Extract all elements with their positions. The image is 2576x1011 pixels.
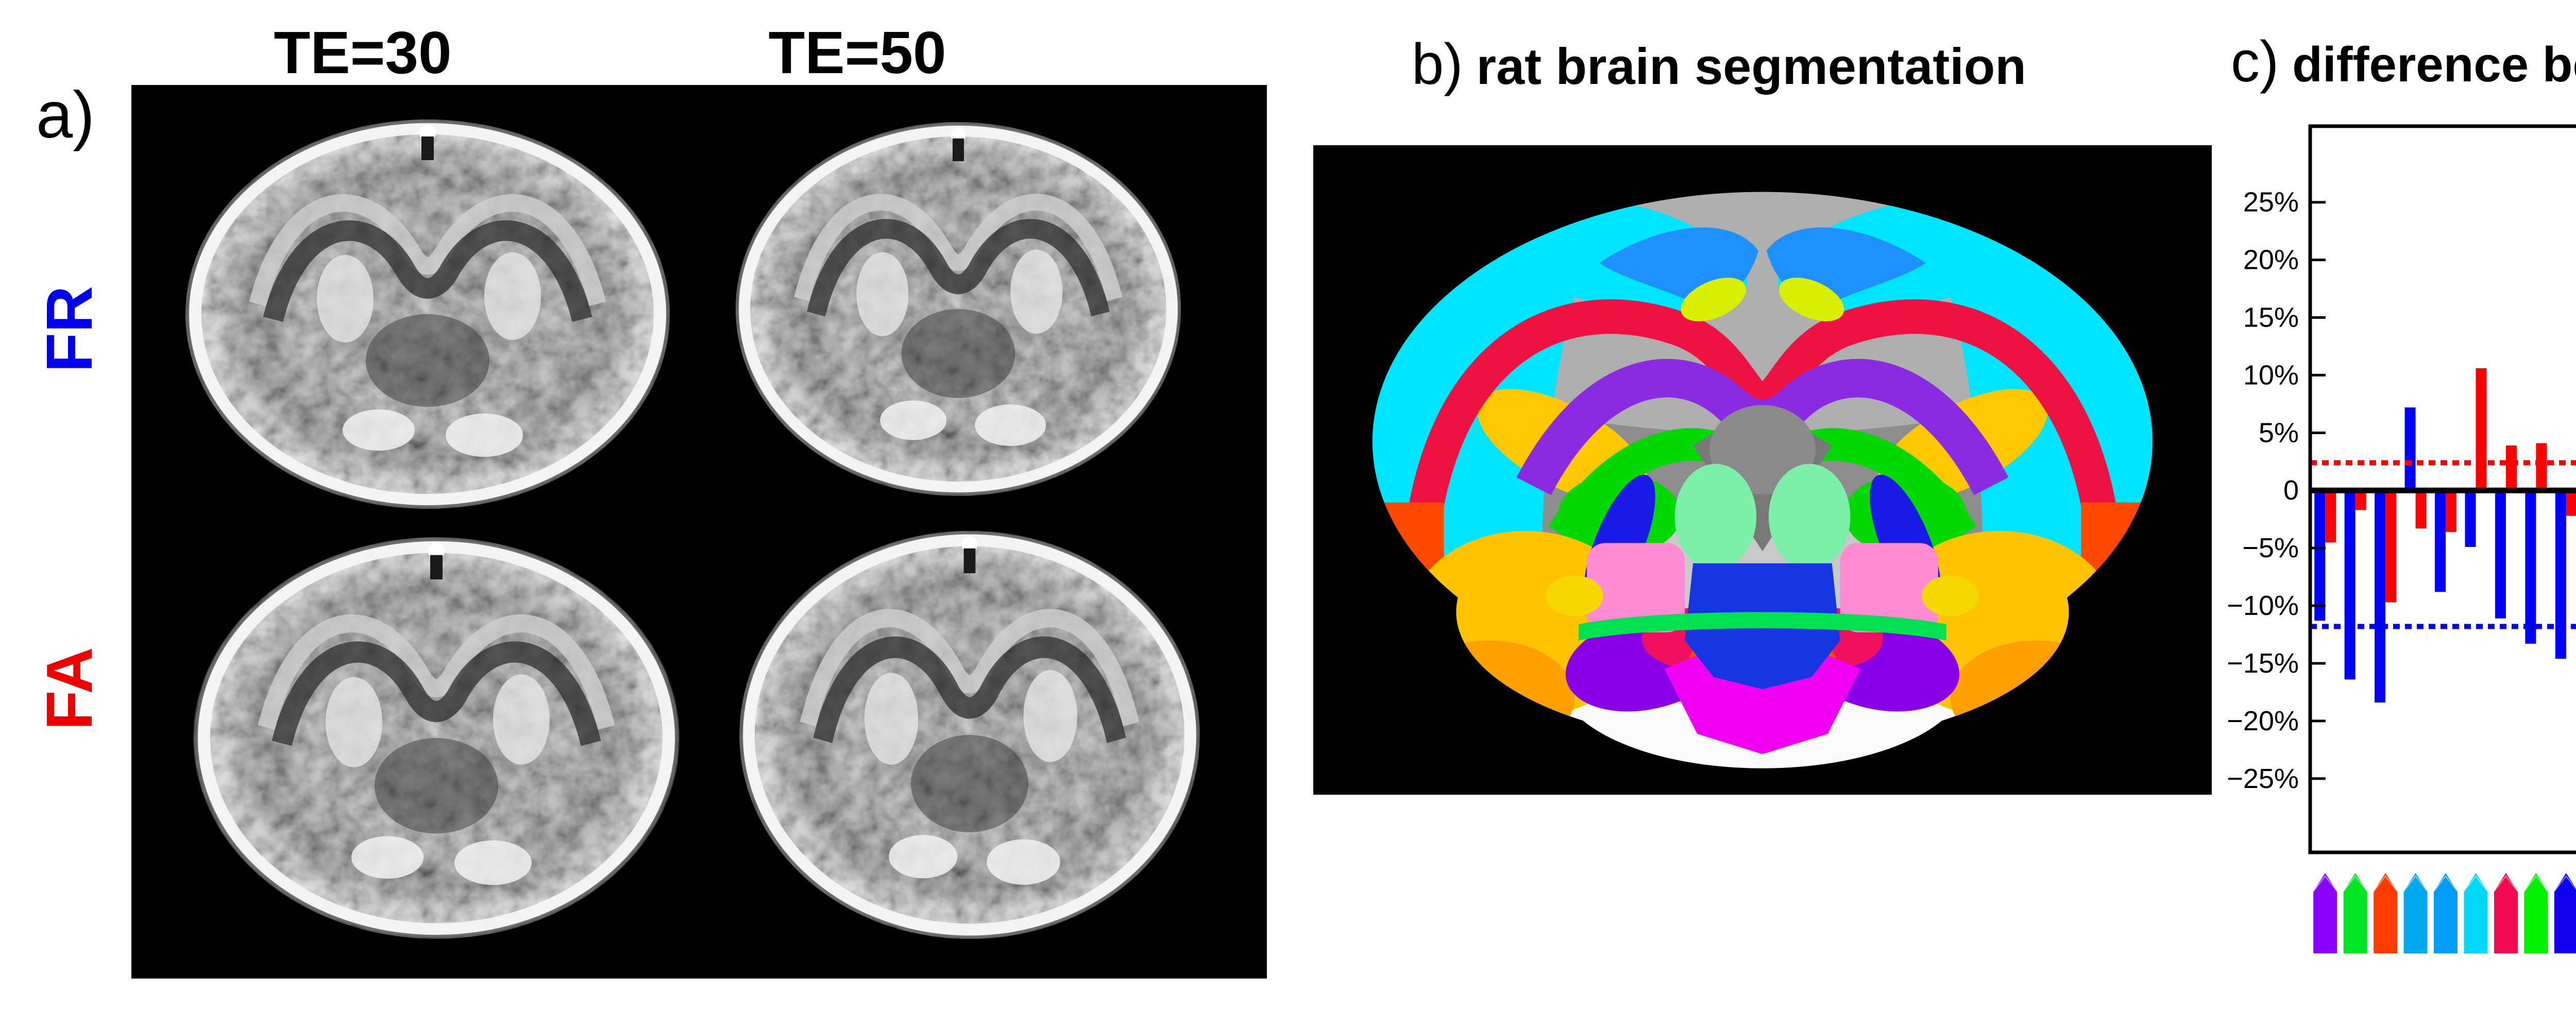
bar-fa-8 bbox=[2536, 443, 2547, 491]
region-marker-7 bbox=[2494, 873, 2518, 953]
bar-fa-4 bbox=[2415, 490, 2427, 529]
bar-fr-5 bbox=[2435, 490, 2446, 592]
panel-b-segmentation-box bbox=[1313, 145, 2212, 795]
bar-fa-3 bbox=[2385, 490, 2397, 603]
y-tick-label: 20% bbox=[2243, 245, 2299, 276]
mri-images bbox=[131, 85, 1267, 979]
region-marker-8 bbox=[2524, 873, 2548, 953]
bar-fr-8 bbox=[2525, 490, 2536, 644]
region-marker-facet bbox=[2433, 875, 2458, 892]
region-marker-5 bbox=[2434, 873, 2458, 953]
region-marker-facet bbox=[2373, 875, 2398, 892]
panel-a-mri-grid bbox=[131, 85, 1267, 979]
bar-fa-1 bbox=[2325, 490, 2336, 542]
bar-fr-9 bbox=[2555, 490, 2566, 659]
y-tick-label: 10% bbox=[2243, 359, 2299, 390]
panel-c-title-text: difference between TE=30 and TE=50 bbox=[2292, 37, 2576, 92]
y-tick-label: −20% bbox=[2227, 706, 2299, 736]
bar-fr-4 bbox=[2404, 407, 2416, 491]
region-marker-4 bbox=[2403, 873, 2428, 953]
region-marker-1 bbox=[2313, 873, 2337, 953]
region-marker-3 bbox=[2374, 873, 2398, 953]
y-tick-label: −15% bbox=[2227, 648, 2299, 679]
region-marker-facet bbox=[2554, 875, 2576, 892]
region-marker-facet bbox=[2343, 875, 2368, 892]
panel-a-col-title-te50: TE=50 bbox=[768, 19, 946, 86]
panel-c-title: c) difference between TE=30 and TE=50 bbox=[2231, 28, 2576, 95]
panel-b-label: b) bbox=[1412, 32, 1463, 96]
bar-fa-5 bbox=[2446, 490, 2457, 532]
y-tick-label: 25% bbox=[2243, 187, 2299, 218]
region-marker-facet bbox=[2403, 875, 2428, 892]
y-tick-label: 0 bbox=[2283, 475, 2299, 506]
panel-c-label: c) bbox=[2231, 29, 2279, 94]
bar-fr-7 bbox=[2495, 490, 2506, 619]
y-tick-label: −25% bbox=[2227, 763, 2299, 794]
bar-fa-9 bbox=[2566, 490, 2576, 516]
bar-fa-6 bbox=[2476, 368, 2487, 491]
bar-fa-2 bbox=[2355, 490, 2366, 510]
panel-a-row-label-fa: FA bbox=[33, 647, 106, 730]
region-marker-facet bbox=[2523, 875, 2549, 892]
panel-b-title-text: rat brain segmentation bbox=[1476, 38, 2026, 95]
difference-bar-chart: 25%20%15%10%5%0−5%−10%−15%−20%−25%FRFAme… bbox=[2227, 124, 2576, 953]
bar-fa-7 bbox=[2505, 445, 2517, 491]
region-marker-facet bbox=[2313, 875, 2338, 892]
region-marker-2 bbox=[2343, 873, 2367, 953]
y-tick-label: −5% bbox=[2242, 533, 2299, 563]
bar-fr-1 bbox=[2314, 490, 2326, 621]
region-marker-facet bbox=[2494, 875, 2518, 892]
y-tick-label: 15% bbox=[2243, 302, 2299, 333]
panel-a-label: a) bbox=[36, 78, 95, 152]
panel-c-chart: 25%20%15%10%5%0−5%−10%−15%−20%−25%FRFAme… bbox=[2215, 103, 2576, 979]
segmentation-image bbox=[1313, 145, 2212, 795]
bar-fr-3 bbox=[2375, 490, 2386, 703]
region-marker-6 bbox=[2464, 873, 2488, 953]
y-tick-label: 5% bbox=[2259, 417, 2299, 448]
region-marker-9 bbox=[2554, 873, 2576, 953]
region-marker-facet bbox=[2463, 875, 2488, 892]
panel-a-col-title-te30: TE=30 bbox=[274, 19, 452, 86]
y-tick-label: −10% bbox=[2227, 590, 2299, 621]
bar-fr-6 bbox=[2465, 490, 2476, 547]
bar-fr-2 bbox=[2344, 490, 2355, 680]
panel-a-row-label-fr: FR bbox=[33, 286, 106, 372]
panel-b-title: b) rat brain segmentation bbox=[1412, 31, 2026, 97]
